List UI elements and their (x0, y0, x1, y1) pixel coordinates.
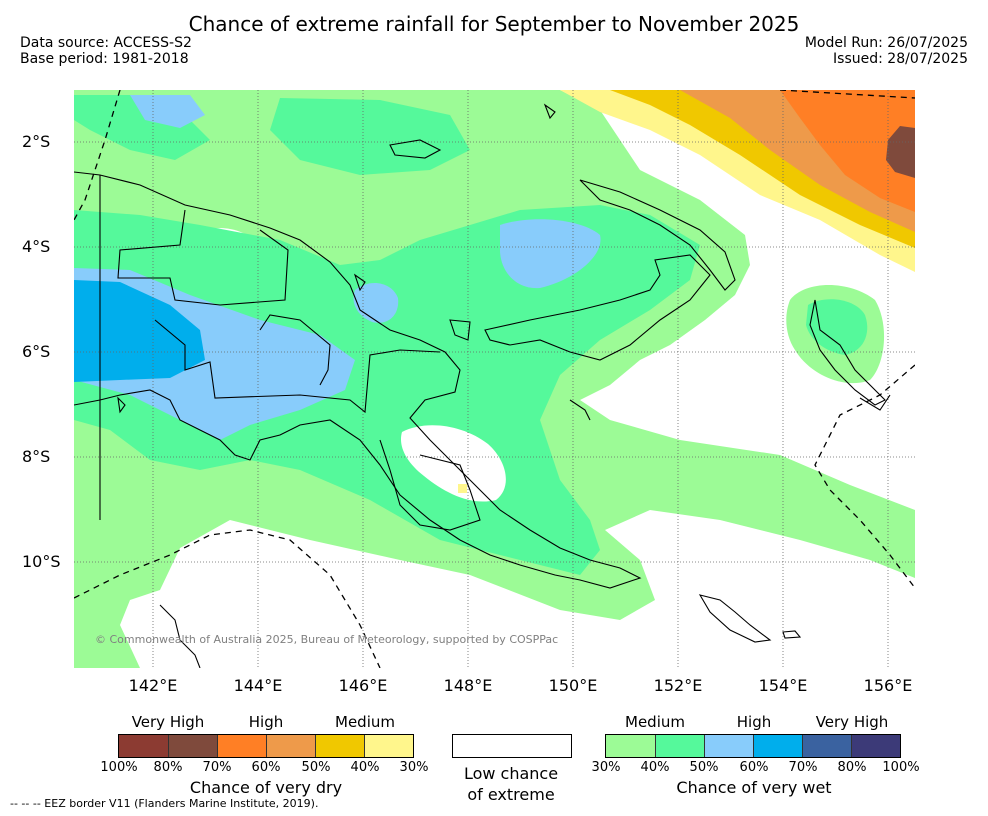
wet-60-70-region (74, 280, 205, 382)
dry-colorbar (118, 734, 414, 758)
wet-tick: 60% (739, 760, 769, 775)
dry-level-medium: Medium (335, 713, 395, 731)
dry-tick: 30% (399, 760, 429, 775)
dry-caption: Chance of very dry (189, 778, 343, 797)
wet-50-60-region-top (130, 95, 205, 128)
dry-tick: 100% (100, 760, 138, 775)
wet-50-60-region-north (500, 219, 601, 289)
wet-caption: Chance of very wet (676, 778, 832, 797)
map-title: Chance of extreme rainfall for September… (188, 12, 800, 36)
lat-label-8s: 8°S (22, 447, 51, 466)
wet-swatch-40-50 (655, 735, 704, 757)
dry-tick: 60% (251, 760, 281, 775)
wet-40-50-region (74, 95, 700, 575)
graticule (74, 90, 915, 668)
dry-swatch-50-40 (315, 735, 364, 757)
dry-tick: 80% (153, 760, 183, 775)
lon-label-150e: 150°E (548, 676, 598, 695)
wet-40-50-east-patch (806, 299, 868, 355)
lon-label-154e: 154°E (758, 676, 808, 695)
lon-label-144e: 144°E (233, 676, 283, 695)
lat-label-2s: 2°S (22, 132, 51, 151)
dry-tick: 70% (202, 760, 232, 775)
lon-label-146e: 146°E (338, 676, 388, 695)
dry-swatch-60-50 (266, 735, 315, 757)
eez-border-note: -- -- -- EEZ border V11 (Flanders Marine… (10, 797, 319, 810)
data-source-label: Data source: ACCESS-S2 (20, 35, 192, 51)
wet-swatch-70-80 (802, 735, 851, 757)
wet-level-very-high: Very High (815, 713, 889, 731)
lat-label-4s: 4°S (22, 237, 51, 256)
dry-swatch-80-70 (168, 735, 217, 757)
dry-small-patch (458, 484, 467, 493)
base-period-label: Base period: 1981-2018 (20, 51, 189, 67)
low-chance-swatch (452, 734, 572, 758)
wet-tick: 100% (882, 760, 920, 775)
lon-label-152e: 152°E (653, 676, 703, 695)
wet-level-medium: Medium (625, 713, 685, 731)
dry-level-very-high: Very High (131, 713, 205, 731)
wet-swatch-60-70 (753, 735, 802, 757)
dry-swatch-40-30 (364, 735, 413, 757)
lon-label-142e: 142°E (128, 676, 178, 695)
eez-borders (74, 90, 915, 668)
dry-tick: 50% (301, 760, 331, 775)
lon-label-148e: 148°E (443, 676, 493, 695)
coastlines (74, 103, 891, 668)
copyright-text: © Commonwealth of Australia 2025, Bureau… (95, 633, 559, 646)
wet-swatch-80-100 (851, 735, 900, 757)
low-chance-caption-1: Low chance (463, 764, 559, 783)
wet-swatch-30-40 (606, 735, 655, 757)
lat-label-6s: 6°S (22, 342, 51, 361)
model-run-label: Model Run: 26/07/2025 (804, 35, 968, 51)
low-chance-caption-2: of extreme (467, 785, 555, 804)
dry-level-high: High (248, 713, 284, 731)
wet-tick: 70% (788, 760, 818, 775)
dry-80-100-region (886, 126, 915, 178)
dry-tick: 40% (350, 760, 380, 775)
wet-colorbar (605, 734, 901, 758)
wet-tick: 30% (591, 760, 621, 775)
dry-swatch-100-80 (119, 735, 168, 757)
wet-tick: 80% (837, 760, 867, 775)
wet-level-high: High (736, 713, 772, 731)
wet-swatch-50-60 (704, 735, 753, 757)
dry-swatch-70-60 (217, 735, 266, 757)
lat-label-10s: 10°S (22, 552, 61, 571)
issued-label: Issued: 28/07/2025 (833, 51, 968, 67)
lon-label-156e: 156°E (863, 676, 913, 695)
wet-40-50-interior-hole (326, 180, 441, 233)
dry-60-70-region (780, 90, 915, 212)
wet-tick: 40% (640, 760, 670, 775)
rainfall-map (74, 90, 915, 668)
wet-tick: 50% (689, 760, 719, 775)
